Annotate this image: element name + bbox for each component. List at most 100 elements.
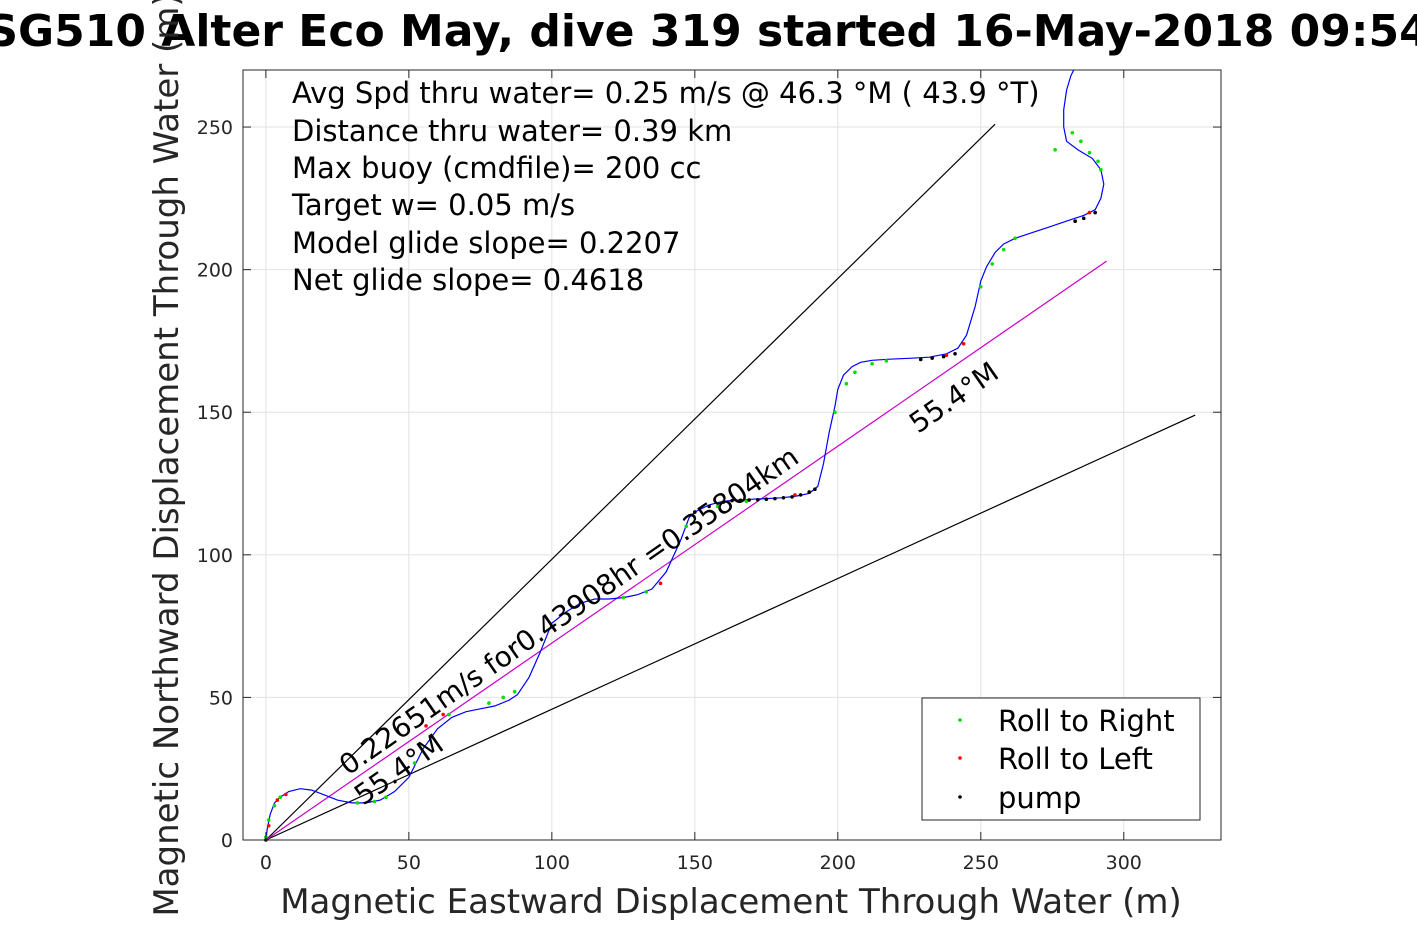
- roll-right-point: [1099, 168, 1103, 172]
- roll-right-point: [844, 381, 849, 386]
- roll-right-point: [1013, 236, 1017, 241]
- pump-point: [807, 490, 812, 494]
- x-tick-label: 0: [260, 852, 272, 874]
- roll-right-point: [1053, 148, 1057, 152]
- roll-right-point: [870, 361, 874, 366]
- info-line-max-buoy: Max buoy (cmdfile)= 200 cc: [292, 151, 701, 185]
- plot-frame: [242, 69, 1222, 841]
- pump-point: [918, 357, 923, 362]
- roll-right-point: [272, 803, 277, 808]
- roll-right-point: [412, 761, 417, 765]
- pump-point: [798, 493, 803, 497]
- pump-point: [781, 495, 786, 500]
- reference-line-lower: [265, 414, 1196, 841]
- roll-right-point: [278, 795, 282, 800]
- roll-right-point: [1001, 247, 1006, 252]
- roll-right-point: [884, 359, 889, 363]
- pump-point: [721, 500, 726, 504]
- roll-right-point: [644, 590, 649, 594]
- info-line-avg-speed: Avg Spd thru water= 0.25 m/s @ 46.3 °M (…: [292, 76, 1040, 110]
- x-tick-label: 250: [963, 852, 999, 874]
- legend-marker-roll-right: [958, 718, 962, 722]
- legend-marker-roll-left: [958, 756, 962, 760]
- pump-point: [693, 510, 697, 514]
- roll-right-point: [744, 499, 749, 504]
- legend-label-pump: pump: [998, 781, 1081, 815]
- pump-point: [764, 497, 769, 502]
- pump-point: [747, 498, 751, 502]
- x-axis-label: Magnetic Eastward Displacement Through W…: [280, 882, 1182, 922]
- x-tick-label: 100: [534, 852, 570, 874]
- roll-right-point: [1070, 130, 1075, 135]
- roll-right-point: [1087, 150, 1092, 155]
- pump-point: [773, 496, 777, 501]
- roll-left-point: [424, 724, 428, 728]
- pump-point: [790, 495, 794, 499]
- legend-label-roll-right: Roll to Right: [998, 704, 1175, 738]
- reference-lines: [265, 123, 1196, 841]
- y-tick-label: 200: [197, 260, 233, 282]
- pump-point: [1093, 210, 1097, 215]
- roll-left-point: [275, 798, 280, 802]
- roll-left-point: [441, 712, 445, 717]
- roll-right-point: [853, 370, 857, 375]
- roll-right-point: [833, 410, 837, 415]
- roll-right-point: [487, 701, 491, 705]
- y-tick-label: 100: [197, 545, 233, 567]
- roll-right-point: [1079, 139, 1083, 144]
- roll-right-point: [447, 712, 451, 717]
- info-line-model-glide-slope: Model glide slope= 0.2207: [292, 226, 680, 260]
- x-tick-label: 50: [397, 852, 421, 874]
- y-tick-label: 0: [221, 830, 233, 852]
- y-tick-label: 250: [197, 117, 233, 139]
- axes: 0 50 100 150 200 250 300 0 50 100 150 200 250: [197, 69, 1222, 874]
- pump-point: [755, 497, 760, 502]
- y-tick-label: 150: [197, 402, 233, 424]
- pump-point: [953, 351, 957, 356]
- marker-layer: [264, 130, 1103, 842]
- chart-title: SG510 Alter Eco May, dive 319 started 16…: [0, 6, 1417, 57]
- roll-left-point: [944, 353, 949, 357]
- reference-line-upper: [265, 123, 996, 841]
- x-tick-label: 200: [820, 852, 856, 874]
- y-tick-label: 50: [209, 687, 233, 709]
- reference-line-net-track: [265, 260, 1107, 841]
- x-tick-label: 150: [677, 852, 713, 874]
- info-line-target-w: Target w= 0.05 m/s: [291, 188, 575, 222]
- roll-right-point: [978, 284, 983, 289]
- roll-right-point: [621, 595, 626, 600]
- x-tick-label: 300: [1106, 852, 1142, 874]
- roll-right-point: [384, 795, 388, 800]
- roll-left-point: [961, 341, 966, 346]
- info-line-net-glide-slope: Net glide slope= 0.4618: [292, 263, 644, 297]
- roll-left-point: [658, 581, 663, 586]
- pump-point: [730, 498, 734, 503]
- legend-box: [921, 697, 1201, 821]
- legend-marker-pump: [958, 795, 962, 799]
- roll-left-point: [284, 792, 288, 797]
- pump-point: [1081, 216, 1086, 221]
- roll-right-point: [266, 818, 271, 822]
- roll-left-point: [1087, 210, 1092, 215]
- roll-right-point: [684, 524, 689, 529]
- pump-point: [930, 356, 934, 360]
- legend-label-roll-left: Roll to Left: [998, 742, 1153, 776]
- roll-right-point: [990, 262, 995, 266]
- info-line-distance: Distance thru water= 0.39 km: [292, 114, 732, 148]
- pump-point: [1073, 219, 1077, 223]
- roll-right-point: [512, 689, 517, 694]
- roll-left-point: [266, 823, 271, 828]
- legend: Roll to Right Roll to Left pump: [921, 697, 1201, 821]
- roll-right-point: [372, 799, 377, 804]
- roll-right-point: [355, 801, 360, 805]
- pump-point: [707, 504, 711, 509]
- pump-point: [941, 354, 946, 359]
- roll-right-point: [715, 504, 720, 509]
- roll-right-point: [1096, 159, 1100, 164]
- y-axis-label: Magnetic Northward Displacement Through …: [147, 0, 187, 917]
- info-block: Avg Spd thru water= 0.25 m/s @ 46.3 °M (…: [291, 76, 1040, 297]
- roll-right-point: [501, 695, 506, 700]
- pump-point: [813, 487, 817, 492]
- roll-left-point: [793, 493, 797, 497]
